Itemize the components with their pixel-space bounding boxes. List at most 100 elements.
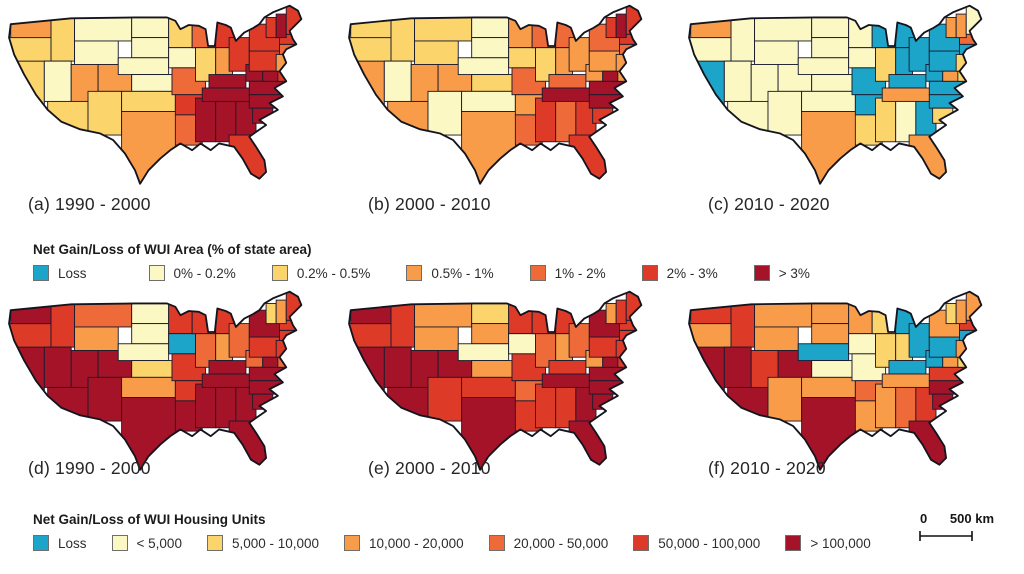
state-ne xyxy=(457,343,510,362)
state-mn xyxy=(168,302,193,335)
legend-item-legend_units-3: 10,000 - 20,000 xyxy=(344,535,464,551)
state-ia xyxy=(508,47,536,69)
state-nh xyxy=(955,13,967,39)
state-nv xyxy=(43,346,72,388)
state-mt xyxy=(754,16,813,42)
state-ky xyxy=(888,360,927,375)
state-nh xyxy=(615,13,627,39)
state-sc xyxy=(932,393,954,410)
state-ms xyxy=(535,97,557,143)
state-or xyxy=(9,323,52,348)
scalebar-distance: 500 km xyxy=(949,511,994,526)
state-nm xyxy=(427,90,463,136)
choropleth-map-e xyxy=(348,290,643,471)
state-nh xyxy=(275,299,287,325)
state-ky xyxy=(888,74,927,89)
legend-wui-units: Net Gain/Loss of WUI Housing Units Loss <… xyxy=(33,512,896,551)
legend-label: 20,000 - 50,000 xyxy=(513,535,609,551)
map-panel-b: (b) 2000 - 2010 xyxy=(344,4,680,236)
state-nc xyxy=(588,94,624,109)
state-ia xyxy=(848,47,876,69)
state-ok xyxy=(121,90,176,112)
state-ms xyxy=(875,383,897,429)
choropleth-map-f xyxy=(688,290,983,471)
state-ne xyxy=(797,343,850,362)
state-sd xyxy=(811,323,850,345)
state-fl xyxy=(908,420,954,470)
state-id xyxy=(730,302,756,348)
state-sc xyxy=(252,393,274,410)
scalebar-zero: 0 xyxy=(920,511,928,526)
state-nj xyxy=(955,53,971,72)
state-sc xyxy=(592,393,614,410)
state-ky xyxy=(208,74,247,89)
state-va xyxy=(248,366,284,382)
state-mt xyxy=(414,302,473,328)
state-or xyxy=(689,323,732,348)
state-mt xyxy=(74,302,133,328)
state-mn xyxy=(848,302,873,335)
legend-label: 0.5% - 1% xyxy=(431,265,494,281)
state-ok xyxy=(461,376,516,398)
state-sd xyxy=(131,37,170,59)
state-id xyxy=(390,302,416,348)
state-wy xyxy=(414,40,459,65)
map-panel-a: (a) 1990 - 2000 xyxy=(4,4,340,236)
legend-label: > 100,000 xyxy=(810,535,871,551)
state-mt xyxy=(754,302,813,328)
legend-label: Loss xyxy=(58,535,87,551)
state-nd xyxy=(471,302,510,325)
state-ne xyxy=(117,57,170,76)
us-outline xyxy=(688,290,983,471)
choropleth-map-b xyxy=(348,4,643,185)
map-label-b: (b) 2000 - 2010 xyxy=(368,194,491,214)
state-fl xyxy=(228,420,274,470)
state-nh xyxy=(615,299,627,325)
state-mn xyxy=(848,16,873,49)
state-nh xyxy=(955,299,967,325)
map-label-c: (c) 2010 - 2020 xyxy=(708,194,830,214)
us-outline xyxy=(8,4,303,185)
state-sd xyxy=(811,37,850,59)
scalebar-labels: 0 500 km xyxy=(912,511,1004,529)
state-ms xyxy=(195,383,217,429)
state-ne xyxy=(457,57,510,76)
state-vt xyxy=(945,302,957,325)
map-label-a: (a) 1990 - 2000 xyxy=(28,194,151,214)
legend-item-legend_units-5: 50,000 - 100,000 xyxy=(633,535,760,551)
state-va xyxy=(588,366,624,382)
legend-swatch xyxy=(33,535,49,551)
state-ks xyxy=(471,74,513,92)
state-mn xyxy=(508,16,533,49)
map-label-e: (e) 2000 - 2010 xyxy=(368,458,491,478)
state-wy xyxy=(754,326,799,351)
state-id xyxy=(50,302,76,348)
state-ks xyxy=(811,74,853,92)
legend-label: 5,000 - 10,000 xyxy=(231,535,320,551)
legend-label: < 5,000 xyxy=(136,535,182,551)
state-ks xyxy=(811,360,853,378)
state-wy xyxy=(74,40,119,65)
legend-item-legend_area-0: Loss xyxy=(33,265,87,281)
state-nc xyxy=(928,94,964,109)
scalebar: 0 500 km xyxy=(912,511,1004,547)
state-mt xyxy=(74,16,133,42)
state-nv xyxy=(723,346,752,388)
us-outline xyxy=(348,290,643,471)
legend-label: 0% - 0.2% xyxy=(173,265,236,281)
state-ia xyxy=(168,47,196,69)
state-nj xyxy=(275,53,291,72)
map-panel-c: (c) 2010 - 2020 xyxy=(684,4,1020,236)
legend-swatch xyxy=(641,265,658,281)
state-sd xyxy=(471,37,510,59)
state-ne xyxy=(797,57,850,76)
state-tn xyxy=(881,373,934,388)
state-ks xyxy=(471,360,513,378)
us-outline xyxy=(348,4,643,185)
state-id xyxy=(50,16,76,62)
legend-swatch xyxy=(785,535,802,551)
state-ok xyxy=(121,376,176,398)
state-nh xyxy=(275,13,287,39)
legend-item-legend_units-0: Loss xyxy=(33,535,87,551)
